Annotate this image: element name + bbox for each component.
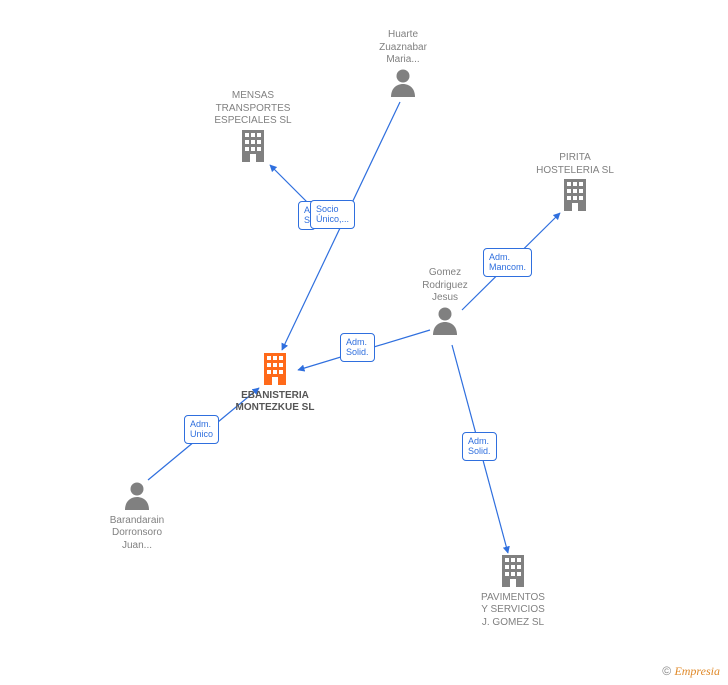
copyright-symbol: ©: [662, 664, 671, 678]
edge-line: [270, 165, 310, 205]
node-label: PIRITA HOSTELERIA SL: [515, 152, 635, 177]
watermark: © Empresia: [662, 664, 720, 679]
brand-name: Empresia: [674, 664, 720, 678]
edge-label: Socio Único,...: [310, 200, 355, 229]
node-label: PAVIMENTOS Y SERVICIOS J. GOMEZ SL: [453, 592, 573, 630]
node-pirita[interactable]: PIRITA HOSTELERIA SL: [515, 152, 635, 216]
building-icon: [260, 377, 290, 388]
edge-label: Adm. Unico: [184, 415, 219, 444]
person-icon: [122, 502, 152, 513]
edge-label: Adm. Mancom.: [483, 248, 532, 277]
node-label: EBANISTERIA MONTEZKUE SL: [215, 390, 335, 415]
node-gomez[interactable]: Gomez Rodriguez Jesus: [385, 267, 505, 339]
node-ebanisteria[interactable]: EBANISTERIA MONTEZKUE SL: [215, 351, 335, 415]
building-icon: [238, 154, 268, 165]
person-icon: [430, 327, 460, 338]
node-label: Barandarain Dorronsoro Juan...: [77, 515, 197, 553]
person-icon: [388, 89, 418, 100]
edge-label: Adm. Solid.: [340, 333, 375, 362]
building-icon: [560, 203, 590, 214]
node-pavimentos[interactable]: PAVIMENTOS Y SERVICIOS J. GOMEZ SL: [453, 553, 573, 629]
node-label: MENSAS TRANSPORTES ESPECIALES SL: [193, 90, 313, 128]
edge-label: Adm. Solid.: [462, 432, 497, 461]
node-barandarain[interactable]: Barandarain Dorronsoro Juan...: [77, 480, 197, 552]
building-icon: [498, 579, 528, 590]
node-huarte[interactable]: Huarte Zuaznabar Maria...: [343, 29, 463, 101]
node-label: Huarte Zuaznabar Maria...: [343, 29, 463, 67]
node-mensas[interactable]: MENSAS TRANSPORTES ESPECIALES SL: [193, 90, 313, 166]
